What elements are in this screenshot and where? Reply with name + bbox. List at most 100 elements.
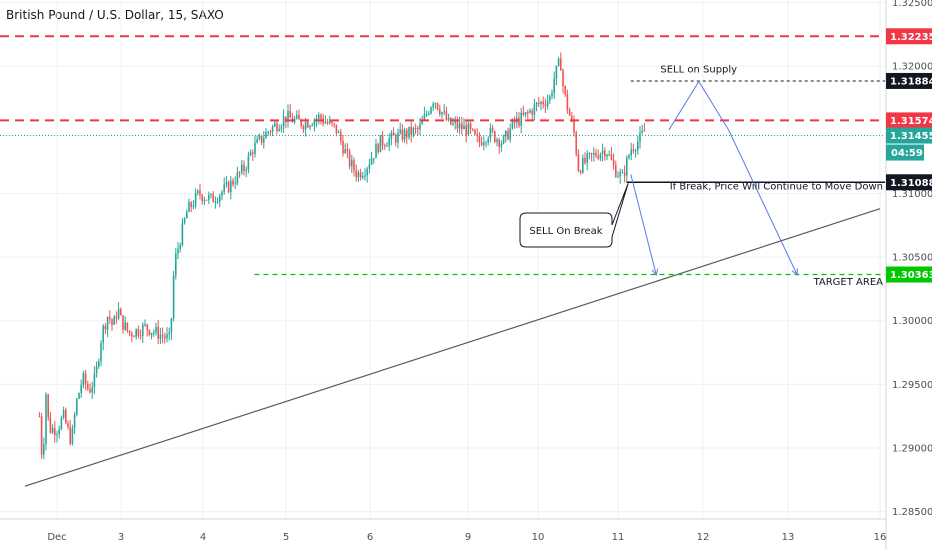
candle-body [260, 135, 263, 143]
candle-body [527, 112, 529, 114]
candle-body [91, 387, 93, 393]
candle-body [584, 157, 586, 163]
candle-body [318, 114, 320, 119]
candle-body [518, 117, 520, 126]
candle-body [553, 78, 555, 94]
target-area-label: TARGET AREA [813, 277, 884, 288]
candle-body [106, 316, 109, 330]
candle-body [428, 113, 430, 115]
candle-body [524, 112, 527, 115]
candle-body [212, 194, 214, 203]
candle-body [617, 176, 619, 178]
candle-body [146, 324, 148, 330]
candle-body [47, 394, 49, 418]
candle-body [511, 119, 514, 129]
candle-body [87, 384, 89, 390]
candle-body [557, 58, 560, 66]
candle-body [276, 123, 278, 131]
candle-body [150, 332, 153, 335]
time-axis[interactable]: Dec 3 4 5 6 9 10 11 12 13 16 [0, 518, 887, 543]
candle-body [494, 131, 496, 142]
price-tag-label: 1.31574 [890, 116, 932, 127]
projection-path-supply [668, 80, 797, 275]
candlestick-series [38, 52, 646, 460]
candle-body [157, 326, 159, 339]
candle-body [82, 373, 85, 385]
candle-body [390, 132, 393, 139]
candle-body [210, 194, 212, 196]
candle-body [115, 316, 118, 319]
price-tag [886, 266, 932, 283]
callout-bubble [519, 183, 629, 248]
candle-body [564, 86, 566, 95]
candle-body [586, 153, 588, 163]
candle-body [496, 139, 498, 142]
candle-body [474, 129, 476, 135]
candle-body [408, 126, 410, 138]
candle-body [630, 149, 632, 156]
x-tick-label: 16 [874, 532, 887, 543]
candle-body [346, 149, 349, 152]
candle-body [608, 154, 610, 156]
price-tag [886, 174, 932, 191]
candle-body [498, 139, 500, 147]
y-tick-label: 1.32500 [892, 0, 932, 9]
candle-body [181, 223, 184, 246]
candle-body [144, 324, 146, 326]
candle-body [597, 156, 599, 159]
price-axis[interactable]: 1.32500 1.32000 1.31000 1.30500 1.30000 1.295… [885, 0, 932, 550]
candle-body [454, 121, 456, 124]
candle-body [522, 112, 525, 115]
candle-body [67, 423, 69, 427]
candle-body [621, 172, 624, 174]
candle-body [205, 199, 208, 201]
price-tag [886, 112, 932, 129]
y-tick-label: 1.32000 [892, 62, 932, 73]
candle-body [643, 130, 646, 132]
candle-body [436, 103, 439, 110]
candle-body [280, 126, 283, 130]
candle-body [117, 308, 120, 319]
candle-body [551, 93, 553, 97]
candle-body [58, 428, 60, 435]
candle-body [355, 170, 357, 178]
candle-body [78, 393, 80, 399]
candle-body [632, 149, 635, 152]
candle-body [216, 201, 219, 203]
y-tick-label: 1.30000 [892, 316, 932, 327]
candle-body [562, 70, 564, 87]
candle-body [447, 117, 450, 120]
candle-body [131, 333, 133, 337]
candle-body [351, 160, 353, 167]
candle-body [333, 123, 335, 125]
candle-body [243, 164, 245, 171]
candle-body [89, 389, 91, 393]
x-tick-label: 11 [612, 532, 625, 543]
candle-body [168, 332, 170, 335]
candle-body [38, 416, 41, 418]
candle-body [485, 142, 487, 144]
candle-body [419, 124, 421, 130]
candle-body [172, 275, 175, 319]
candle-body [175, 253, 177, 276]
candle-body [188, 202, 190, 212]
candle-body [98, 360, 100, 367]
candle-body [626, 157, 628, 176]
candle-body [604, 150, 606, 157]
candle-body [546, 100, 549, 107]
candle-body [634, 150, 637, 152]
candle-body [489, 127, 492, 139]
candle-body [166, 334, 168, 339]
x-tick-label: 4 [200, 532, 206, 543]
chart-grid [0, 0, 885, 518]
candle-body [84, 373, 87, 385]
candle-body [219, 195, 221, 202]
candle-body [267, 131, 269, 133]
x-tick-label: 9 [465, 532, 471, 543]
price-tag-label: 1.30363 [890, 270, 932, 281]
candle-body [296, 114, 298, 119]
candle-body [307, 121, 309, 128]
candle-body [414, 127, 417, 129]
candle-body [370, 158, 373, 165]
